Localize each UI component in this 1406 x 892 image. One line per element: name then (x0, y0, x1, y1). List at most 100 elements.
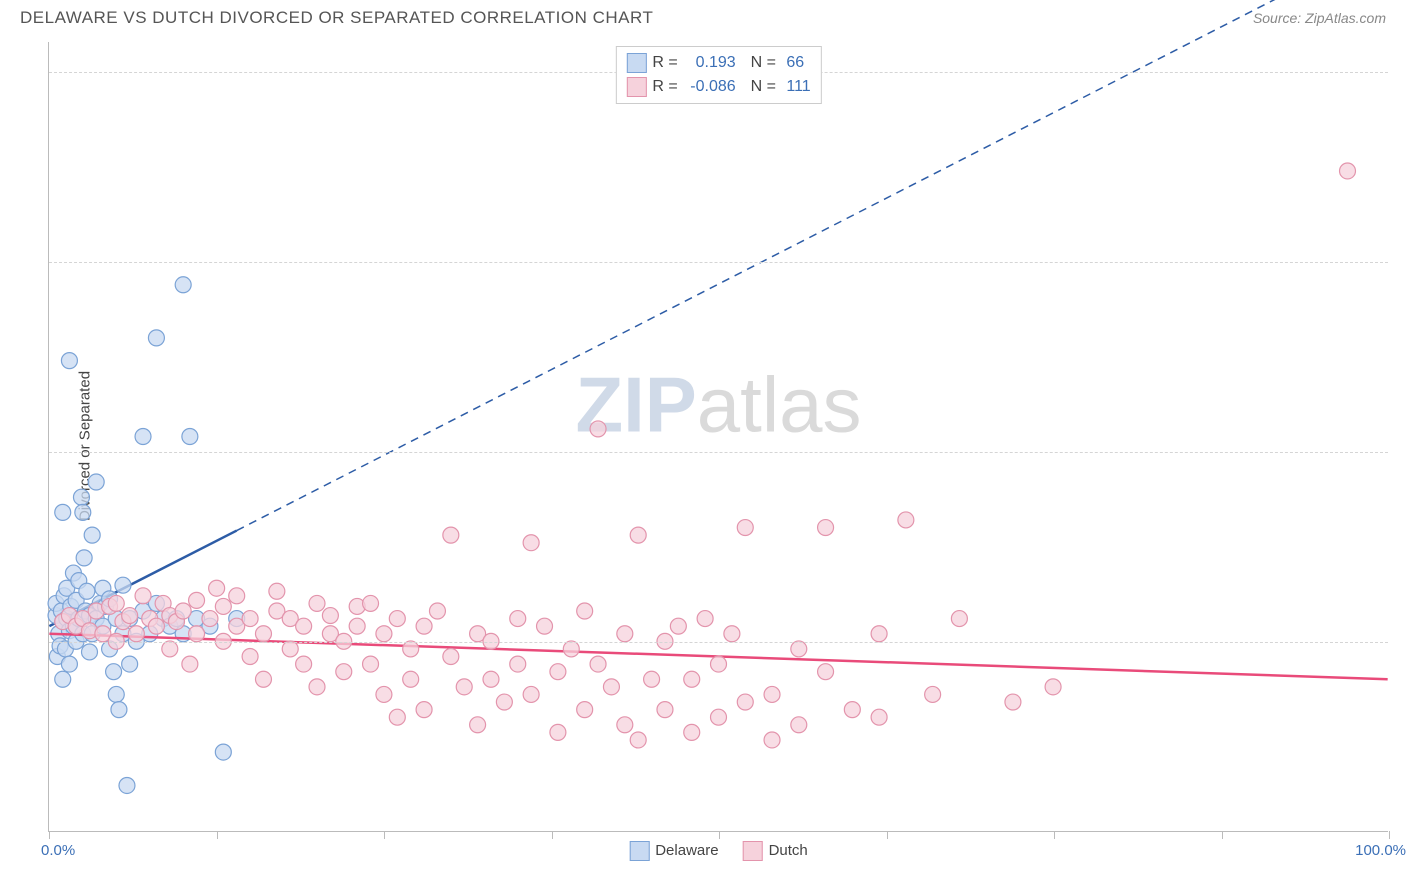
data-point (88, 474, 104, 490)
x-tick (217, 831, 218, 839)
data-point (309, 679, 325, 695)
data-point (128, 626, 144, 642)
data-point (122, 656, 138, 672)
data-point (711, 709, 727, 725)
data-point (510, 656, 526, 672)
data-point (429, 603, 445, 619)
data-point (951, 611, 967, 627)
data-point (349, 618, 365, 634)
legend-swatch-icon (629, 841, 649, 861)
data-point (764, 686, 780, 702)
x-tick (1222, 831, 1223, 839)
chart-title: DELAWARE VS DUTCH DIVORCED OR SEPARATED … (20, 8, 653, 28)
x-axis-min-label: 0.0% (41, 842, 75, 859)
data-point (309, 595, 325, 611)
data-point (711, 656, 727, 672)
gridline (49, 452, 1388, 453)
data-point (1340, 163, 1356, 179)
plot-svg (49, 42, 1388, 831)
data-point (697, 611, 713, 627)
data-point (791, 717, 807, 733)
data-point (255, 626, 271, 642)
legend-label: Delaware (655, 842, 718, 859)
data-point (871, 709, 887, 725)
stats-row: R = -0.086 N = 111 (626, 75, 810, 99)
data-point (590, 656, 606, 672)
data-point (229, 588, 245, 604)
data-point (135, 588, 151, 604)
stats-row: R =0.193 N = 66 (626, 51, 810, 75)
data-point (523, 535, 539, 551)
data-point (182, 429, 198, 445)
x-tick (552, 831, 553, 839)
x-tick (384, 831, 385, 839)
data-point (496, 694, 512, 710)
data-point (115, 577, 131, 593)
data-point (617, 717, 633, 733)
data-point (577, 702, 593, 718)
data-point (657, 702, 673, 718)
stats-n-label: N = (742, 78, 776, 96)
data-point (175, 603, 191, 619)
data-point (844, 702, 860, 718)
data-point (603, 679, 619, 695)
data-point (416, 618, 432, 634)
data-point (61, 353, 77, 369)
data-point (590, 421, 606, 437)
data-point (55, 671, 71, 687)
data-point (55, 504, 71, 520)
stats-n-value: 111 (782, 78, 811, 96)
data-point (791, 641, 807, 657)
data-point (871, 626, 887, 642)
data-point (189, 592, 205, 608)
data-point (684, 724, 700, 740)
data-point (189, 626, 205, 642)
data-point (108, 686, 124, 702)
data-point (684, 671, 700, 687)
stats-r-value: 0.193 (684, 54, 736, 72)
data-point (111, 702, 127, 718)
data-point (470, 717, 486, 733)
data-point (75, 504, 91, 520)
data-point (108, 595, 124, 611)
data-point (148, 618, 164, 634)
data-point (148, 330, 164, 346)
data-point (296, 618, 312, 634)
data-point (296, 656, 312, 672)
data-point (162, 641, 178, 657)
data-point (737, 694, 753, 710)
data-point (483, 671, 499, 687)
stats-r-value: -0.086 (684, 78, 736, 96)
data-point (363, 656, 379, 672)
data-point (1005, 694, 1021, 710)
data-point (202, 611, 218, 627)
data-point (242, 649, 258, 665)
data-point (182, 656, 198, 672)
data-point (215, 744, 231, 760)
data-point (82, 644, 98, 660)
x-tick (719, 831, 720, 839)
data-point (443, 649, 459, 665)
stats-legend-box: R =0.193 N = 66 R = -0.086 N = 111 (615, 46, 821, 104)
source-label: Source: ZipAtlas.com (1253, 10, 1386, 26)
legend-swatch-icon (626, 53, 646, 73)
data-point (818, 520, 834, 536)
data-point (550, 664, 566, 680)
data-point (510, 611, 526, 627)
data-point (550, 724, 566, 740)
data-point (84, 527, 100, 543)
gridline (49, 262, 1388, 263)
stats-n-value: 66 (782, 54, 804, 72)
data-point (416, 702, 432, 718)
bottom-legend: DelawareDutch (629, 841, 808, 861)
data-point (135, 429, 151, 445)
data-point (269, 583, 285, 599)
x-axis-max-label: 100.0% (1355, 842, 1406, 859)
data-point (523, 686, 539, 702)
data-point (925, 686, 941, 702)
stats-r-label: R = (652, 78, 677, 96)
data-point (764, 732, 780, 748)
data-point (644, 671, 660, 687)
x-tick (887, 831, 888, 839)
data-point (577, 603, 593, 619)
